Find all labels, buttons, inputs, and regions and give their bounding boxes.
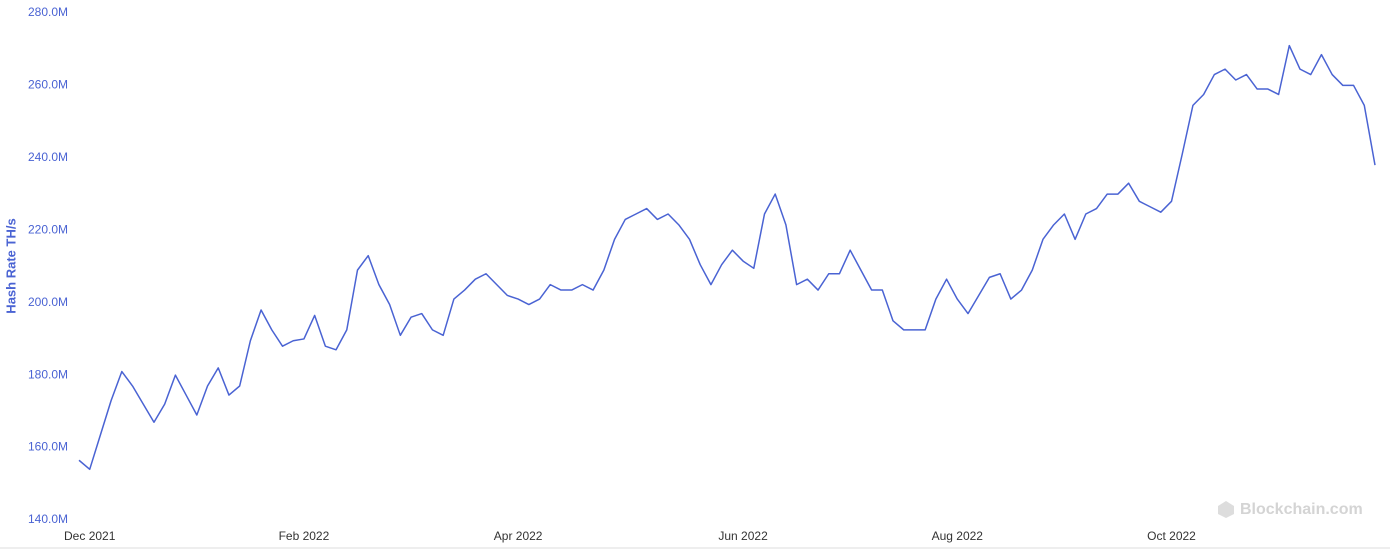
x-tick-label: Jun 2022 <box>718 529 768 543</box>
x-tick-label: Dec 2021 <box>64 529 116 543</box>
y-tick-label: 240.0M <box>28 150 68 164</box>
y-tick-label: 220.0M <box>28 222 68 236</box>
x-tick-label: Feb 2022 <box>279 529 330 543</box>
y-axis-label: Hash Rate TH/s <box>3 218 18 313</box>
x-tick-label: Oct 2022 <box>1147 529 1196 543</box>
y-tick-label: 140.0M <box>28 512 68 526</box>
x-tick-label: Aug 2022 <box>932 529 984 543</box>
y-tick-label: 200.0M <box>28 295 68 309</box>
watermark: Blockchain.com <box>1240 501 1363 518</box>
y-tick-label: 180.0M <box>28 367 68 381</box>
x-tick-label: Apr 2022 <box>494 529 543 543</box>
y-tick-label: 280.0M <box>28 5 68 19</box>
y-tick-label: 160.0M <box>28 440 68 454</box>
y-tick-label: 260.0M <box>28 78 68 92</box>
data-line <box>78 44 1376 471</box>
watermark-logo <box>1218 501 1234 518</box>
